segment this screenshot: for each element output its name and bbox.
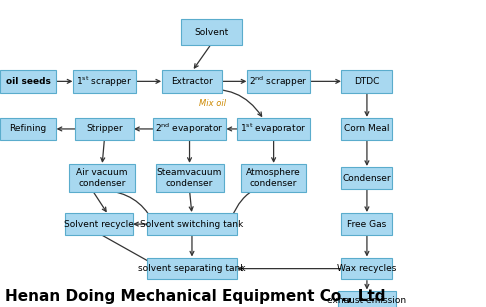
FancyBboxPatch shape: [156, 164, 224, 192]
FancyBboxPatch shape: [147, 213, 237, 235]
FancyBboxPatch shape: [65, 213, 133, 235]
FancyBboxPatch shape: [341, 213, 393, 235]
FancyBboxPatch shape: [161, 70, 223, 93]
Text: solvent separating tank: solvent separating tank: [138, 264, 246, 273]
Text: Solvent switching tank: Solvent switching tank: [140, 220, 243, 229]
Text: $1^{\mathrm{st}}$ scrapper: $1^{\mathrm{st}}$ scrapper: [76, 74, 133, 88]
FancyBboxPatch shape: [341, 70, 393, 93]
Text: $2^{\mathrm{nd}}$ evaporator: $2^{\mathrm{nd}}$ evaporator: [155, 122, 224, 136]
FancyBboxPatch shape: [0, 70, 56, 93]
Text: Steamvacuum
condenser: Steamvacuum condenser: [157, 168, 222, 188]
FancyBboxPatch shape: [341, 118, 393, 140]
Text: Wax recycles: Wax recycles: [337, 264, 397, 273]
Text: $2^{\mathrm{nd}}$ scrapper: $2^{\mathrm{nd}}$ scrapper: [249, 74, 308, 88]
Text: exhaust emission: exhaust emission: [328, 296, 406, 305]
Text: Mix oil: Mix oil: [199, 99, 226, 108]
Text: DTDC: DTDC: [354, 77, 380, 86]
Text: Atmosphere
condenser: Atmosphere condenser: [246, 168, 301, 188]
FancyBboxPatch shape: [338, 291, 396, 307]
Text: Extractor: Extractor: [171, 77, 213, 86]
FancyBboxPatch shape: [341, 258, 393, 279]
Text: Corn Meal: Corn Meal: [344, 124, 390, 134]
Text: Solvent: Solvent: [194, 28, 228, 37]
Text: Air vacuum
condenser: Air vacuum condenser: [76, 168, 128, 188]
Text: Refining: Refining: [10, 124, 47, 134]
FancyBboxPatch shape: [153, 118, 226, 140]
Text: Free Gas: Free Gas: [347, 220, 386, 229]
FancyBboxPatch shape: [147, 258, 237, 279]
Text: Stripper: Stripper: [86, 124, 123, 134]
FancyBboxPatch shape: [181, 19, 242, 45]
Text: $1^{\mathrm{st}}$ evaporator: $1^{\mathrm{st}}$ evaporator: [241, 122, 307, 136]
FancyBboxPatch shape: [341, 167, 393, 189]
Text: Solvent recycle: Solvent recycle: [64, 220, 134, 229]
FancyBboxPatch shape: [0, 118, 56, 140]
Text: oil seeds: oil seeds: [6, 77, 51, 86]
FancyBboxPatch shape: [73, 70, 136, 93]
FancyBboxPatch shape: [237, 118, 310, 140]
Text: Henan Doing Mechanical Equipment Co., Ltd: Henan Doing Mechanical Equipment Co., Lt…: [5, 289, 385, 304]
FancyBboxPatch shape: [75, 118, 134, 140]
FancyBboxPatch shape: [69, 164, 135, 192]
FancyBboxPatch shape: [247, 70, 310, 93]
FancyBboxPatch shape: [241, 164, 306, 192]
Text: Condenser: Condenser: [343, 173, 391, 183]
